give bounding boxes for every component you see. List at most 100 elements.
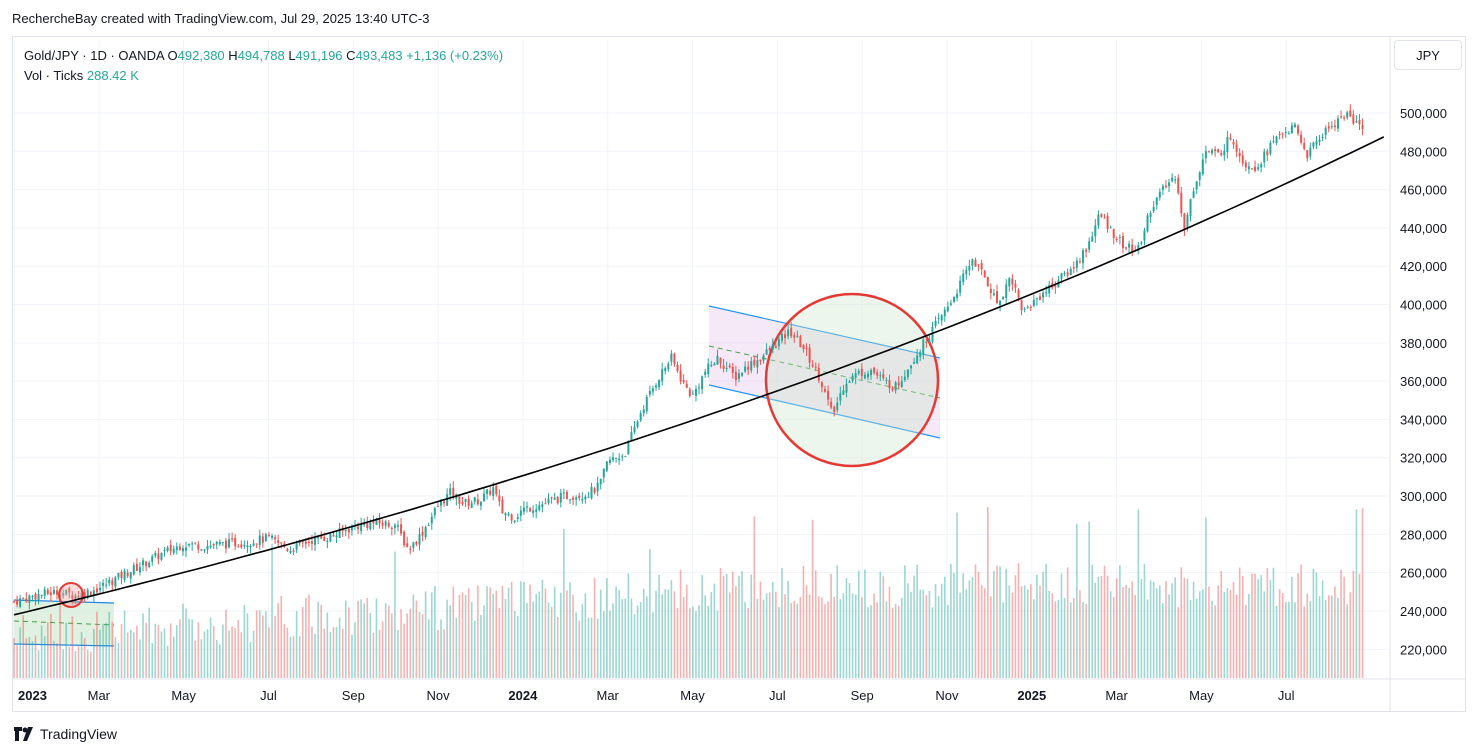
volume-bar	[19, 627, 21, 678]
volume-bar	[1337, 597, 1339, 678]
candle-body	[799, 336, 802, 347]
candle-body	[1241, 155, 1244, 164]
candle-body	[1128, 243, 1131, 248]
volume-bar	[510, 581, 513, 678]
candle-body	[777, 339, 780, 347]
candle-body	[937, 318, 940, 320]
candle-body	[550, 497, 553, 499]
volume-bar	[538, 591, 541, 678]
volume-bar	[421, 614, 424, 678]
volume-bar	[633, 614, 636, 678]
candle-body	[1054, 285, 1057, 288]
candle-body	[105, 584, 108, 586]
candle-body	[185, 547, 188, 551]
candle-body	[92, 590, 95, 596]
candle-body	[830, 401, 833, 408]
candle-body	[1238, 152, 1241, 156]
candle-body	[894, 382, 897, 391]
volume-bar	[1291, 576, 1293, 678]
volume-bar	[667, 589, 670, 678]
candle-body	[458, 496, 461, 504]
volume-bar	[108, 612, 111, 678]
candle-body	[237, 546, 240, 548]
candle-body	[126, 572, 129, 577]
volume-bar	[384, 603, 387, 678]
candle-body	[627, 440, 630, 455]
candle-body	[1192, 191, 1195, 198]
volume-bar	[317, 601, 319, 678]
candle-body	[860, 368, 863, 377]
candle-body	[409, 548, 412, 550]
y-tick-label: 420,000	[1400, 259, 1447, 274]
candle-body	[28, 595, 31, 603]
x-tick-label: Jul	[769, 688, 786, 703]
legend-symbol[interactable]: Gold/JPY · 1D · OANDA	[24, 48, 164, 63]
candle-body	[243, 544, 246, 547]
candle-body	[529, 508, 532, 512]
volume-bar	[262, 615, 264, 678]
volume-bar	[1014, 575, 1017, 678]
x-tick-label: Jul	[260, 688, 277, 703]
candle-body	[338, 528, 341, 538]
volume-bar	[596, 618, 599, 678]
volume-bar	[1284, 602, 1287, 678]
volume-bar	[71, 616, 74, 678]
volume-bar	[950, 563, 952, 678]
candle-body	[396, 525, 399, 527]
candle-body	[516, 517, 519, 519]
candle-body	[415, 541, 418, 545]
candle-body	[384, 521, 387, 526]
x-tick-label: Nov	[935, 688, 959, 703]
legend-volume-label[interactable]: Vol · Ticks	[24, 68, 84, 83]
volume-bar	[394, 551, 396, 678]
candle-body	[403, 531, 406, 546]
volume-bar	[716, 610, 719, 678]
candle-body	[1284, 131, 1287, 134]
volume-bar	[1340, 569, 1342, 678]
volume-bar	[443, 629, 445, 678]
tradingview-logo[interactable]: TradingView	[14, 726, 117, 742]
candle-body	[145, 561, 148, 567]
volume-bar	[590, 617, 593, 678]
volume-bar	[274, 615, 276, 678]
volume-bar	[738, 575, 740, 678]
candle-body	[820, 382, 823, 388]
volume-bar	[283, 624, 286, 678]
volume-bar	[818, 596, 820, 678]
candle-body	[784, 334, 787, 339]
currency-button[interactable]: JPY	[1394, 40, 1462, 70]
candle-body	[1118, 237, 1121, 239]
volume-bar	[311, 626, 313, 678]
volume-bar	[894, 603, 897, 678]
candle-body	[194, 542, 197, 544]
volume-bar	[867, 607, 869, 678]
volume-bar	[172, 636, 175, 678]
volume-bar	[891, 607, 894, 678]
candle-body	[1297, 125, 1300, 134]
candle-body	[433, 508, 436, 516]
candle-body	[694, 388, 697, 396]
candle-body	[1217, 149, 1220, 153]
volume-bar	[1152, 581, 1155, 678]
candle-body	[879, 375, 882, 377]
volume-bar	[1149, 580, 1152, 678]
candle-body	[888, 380, 891, 389]
volume-bar	[910, 591, 912, 678]
candle-body	[839, 393, 842, 401]
candle-body	[1330, 126, 1333, 128]
volume-bar	[335, 627, 338, 678]
volume-bar	[455, 617, 458, 678]
volume-bar	[1195, 598, 1198, 678]
volume-bar	[179, 619, 181, 678]
candle-body	[301, 540, 304, 543]
candle-body	[903, 376, 906, 381]
candle-body	[526, 506, 529, 508]
volume-bar	[305, 598, 307, 678]
volume-bar	[68, 646, 71, 678]
candle-body	[655, 385, 658, 388]
volume-bar	[252, 630, 255, 678]
volume-bar	[437, 630, 439, 678]
candle-body	[200, 549, 203, 551]
candle-body	[1189, 199, 1192, 217]
